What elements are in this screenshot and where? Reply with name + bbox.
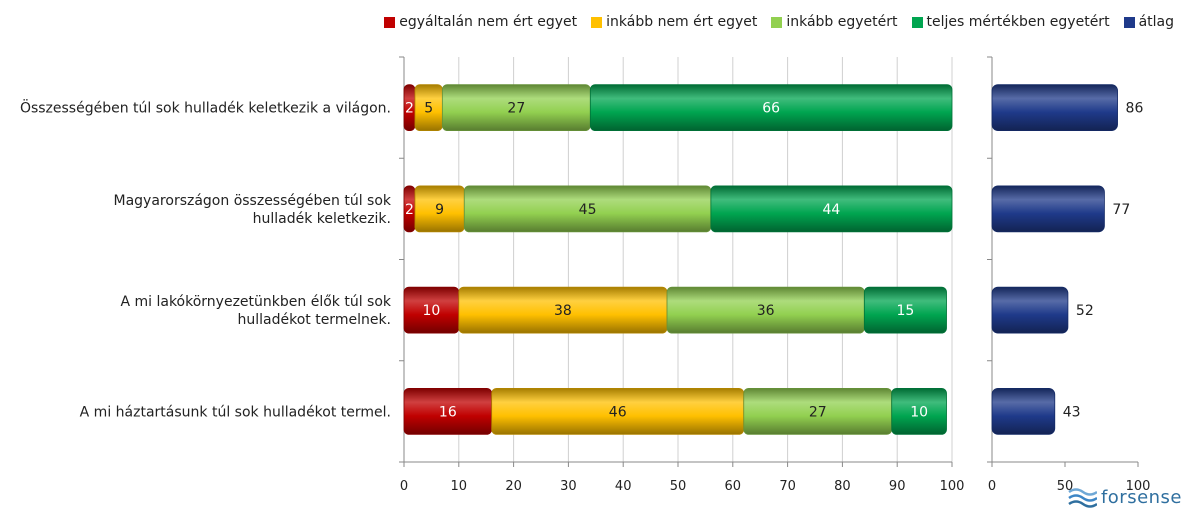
legend-label: egyáltalán nem ért egyet <box>399 14 578 30</box>
data-label: 27 <box>809 404 827 420</box>
logo-text: forsense <box>1100 486 1182 508</box>
avg-data-label: 52 <box>1076 303 1094 319</box>
x-tick-label: 80 <box>834 479 851 494</box>
legend-swatch <box>384 16 396 28</box>
legend-swatch <box>771 16 783 28</box>
avg-bar <box>991 185 1105 233</box>
category-label: Magyarországon összességében túl sok hull… <box>114 193 392 227</box>
data-label: 10 <box>422 303 440 319</box>
category-label: A mi háztartásunk túl sok hulladékot ter… <box>80 404 391 420</box>
data-label: 45 <box>579 202 597 218</box>
legend-swatch <box>591 16 603 28</box>
category-label: Összességében túl sok hulladék keletkezi… <box>20 99 391 117</box>
legend-item: inkább egyetért <box>771 14 898 30</box>
bar-segment <box>589 84 953 132</box>
avg-bar <box>991 84 1118 132</box>
legend-item: átlag <box>1123 14 1174 30</box>
forsense-logo: forsense <box>1067 486 1182 508</box>
legend-label: inkább egyetért <box>786 14 898 30</box>
data-label: 36 <box>757 303 775 319</box>
logo-mark-icon <box>1068 488 1097 508</box>
x-tick-label: 50 <box>670 479 687 494</box>
x-tick-label: 30 <box>560 479 577 494</box>
legend-item: inkább nem ért egyet <box>591 14 757 30</box>
x-tick-label: 40 <box>615 479 632 494</box>
legend-label: inkább nem ért egyet <box>606 14 758 30</box>
avg-x-tick-label: 100 <box>1126 479 1151 494</box>
data-label: 16 <box>439 404 457 420</box>
x-tick-label: 90 <box>889 479 906 494</box>
data-label: 15 <box>897 303 915 319</box>
avg-bar <box>991 387 1056 435</box>
x-tick-label: 100 <box>940 479 965 494</box>
data-label: 46 <box>609 404 627 420</box>
x-tick-label: 20 <box>505 479 522 494</box>
x-tick-label: 60 <box>725 479 742 494</box>
category-label: A mi lakókörnyezetünkben élők túl sok hul… <box>120 294 391 328</box>
legend-item: teljes mértékben egyetért <box>911 14 1110 30</box>
bar-segment <box>891 387 947 435</box>
legend-item: egyáltalán nem ért egyet <box>384 14 577 30</box>
avg-data-label: 43 <box>1063 404 1081 420</box>
data-label: 44 <box>823 202 841 218</box>
x-tick-label: 10 <box>451 479 468 494</box>
x-tick-label: 0 <box>400 479 408 494</box>
data-label: 27 <box>507 101 525 117</box>
data-label: 10 <box>910 404 928 420</box>
bar-segment <box>710 185 953 233</box>
legend-swatch <box>1123 16 1135 28</box>
avg-data-label: 77 <box>1112 202 1130 218</box>
data-label: 5 <box>424 101 433 117</box>
legend-swatch <box>911 16 923 28</box>
bar-segment <box>863 286 947 334</box>
data-label: 9 <box>435 202 444 218</box>
avg-x-tick-label: 50 <box>1057 479 1074 494</box>
avg-data-label: 86 <box>1126 101 1144 117</box>
data-label: 66 <box>762 101 780 117</box>
x-tick-label: 70 <box>779 479 796 494</box>
data-label: 2 <box>405 202 414 218</box>
legend-label: teljes mértékben egyetért <box>926 14 1110 30</box>
data-label: 38 <box>554 303 572 319</box>
avg-x-tick-label: 0 <box>988 479 996 494</box>
chart-legend: egyáltalán nem ért egyet inkább nem ért e… <box>240 14 1174 30</box>
data-label: 2 <box>405 101 414 117</box>
avg-bar <box>991 286 1069 334</box>
legend-label: átlag <box>1138 14 1174 30</box>
